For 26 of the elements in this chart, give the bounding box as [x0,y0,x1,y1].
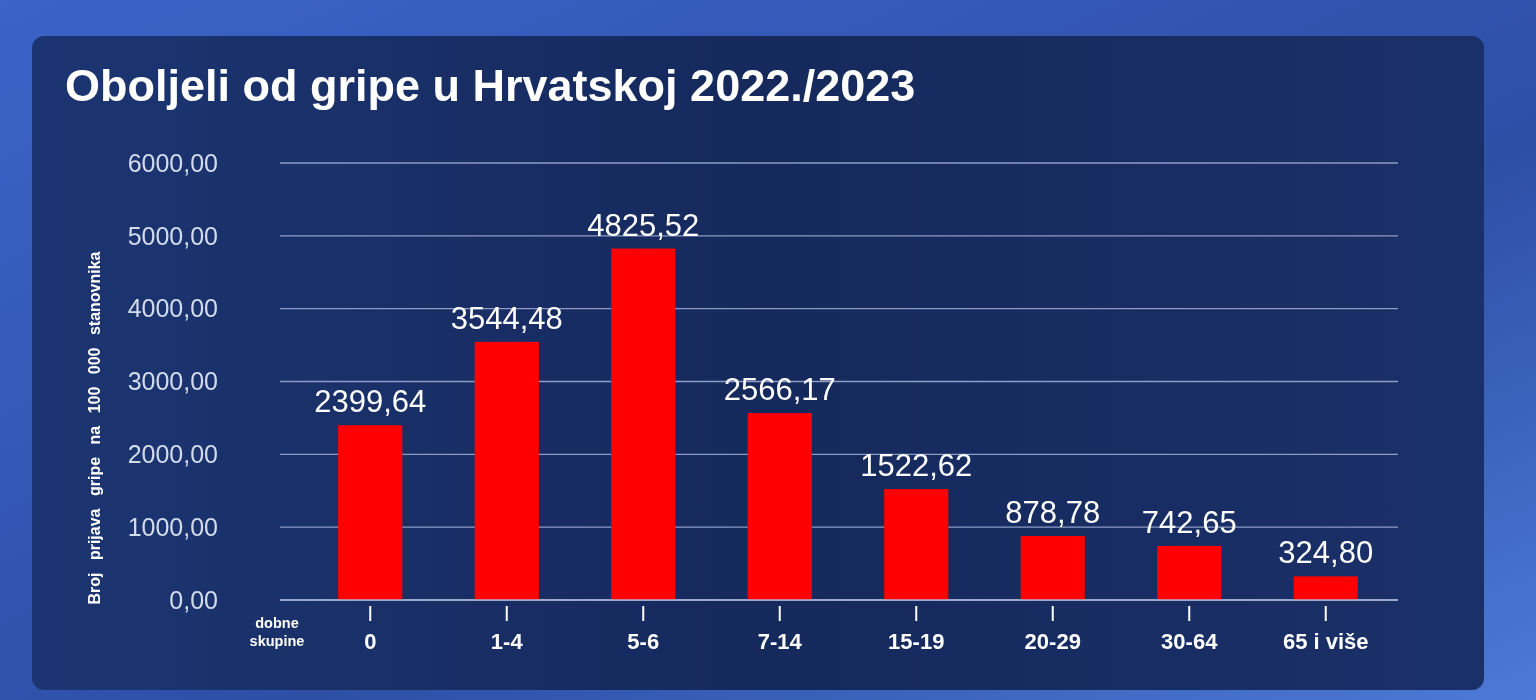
data-label: 1522,62 [860,448,973,484]
data-label: 2399,64 [314,384,427,420]
data-label: 324,80 [1278,535,1374,571]
x-tick-label: 30-64 [1161,629,1219,654]
y-tick-label: 6000,00 [127,148,218,177]
data-label: 4825,52 [587,207,700,243]
data-label: 742,65 [1141,504,1237,540]
data-label: 3544,48 [450,300,563,336]
x-tick-label: 7-14 [757,629,803,654]
y-axis-title: Broj prijava gripe na 100 000 stanovnika [86,251,103,605]
x-axis-title: dobne skupine [249,615,305,649]
y-tick-label: 2000,00 [127,440,218,469]
y-tick-label: 0,00 [169,585,218,614]
x-tick-label: 20-29 [1024,629,1081,654]
chart-title: Oboljeli od gripe u Hrvatskoj 2022./2023 [65,60,916,111]
y-tick-label: 4000,00 [127,294,218,323]
x-tick-label: 5-6 [627,629,660,654]
data-label: 878,78 [1005,495,1101,530]
data-label: 2566,17 [723,372,836,408]
y-tick-label: 1000,00 [127,512,218,541]
x-tick-label: 1-4 [490,629,524,654]
x-tick-label: 65 i više [1282,629,1369,654]
y-tick-label: 5000,00 [127,221,218,250]
x-tick-label: 0 [364,629,377,654]
x-tick-label: 15-19 [888,629,945,654]
y-tick-label: 3000,00 [127,367,218,396]
